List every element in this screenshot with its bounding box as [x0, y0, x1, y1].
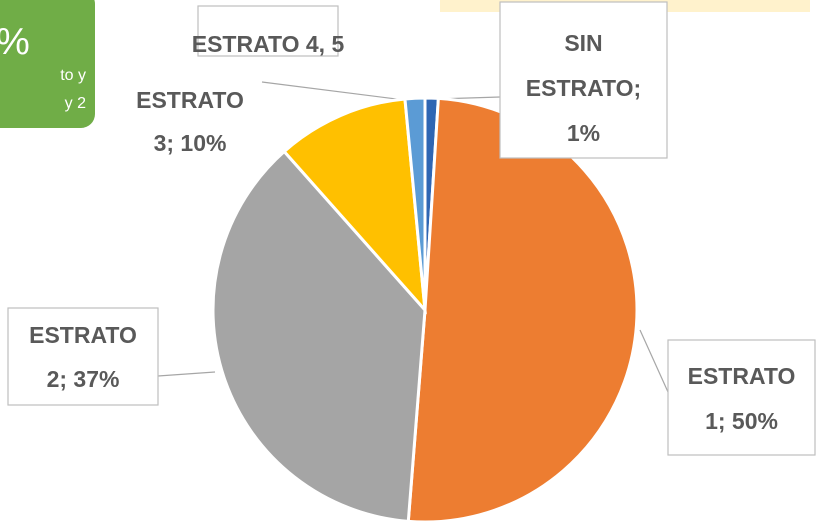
- leader-line: [639, 329, 669, 393]
- data-label: ESTRATO: [688, 363, 796, 389]
- leader-line: [157, 371, 216, 377]
- data-label: 1%: [567, 120, 600, 146]
- data-label: 3; 10%: [154, 130, 227, 156]
- callout-box: [0, 0, 95, 128]
- label-box: [7, 307, 159, 406]
- data-label: 2; 37%: [47, 366, 120, 392]
- callout-text: y 2: [65, 95, 86, 112]
- data-label: ESTRATO: [29, 322, 137, 348]
- data-label: ESTRATO;: [526, 75, 641, 101]
- leader-line: [261, 81, 413, 102]
- data-label: SIN: [564, 30, 602, 56]
- label-box: [499, 1, 668, 159]
- pie-slice: [403, 96, 427, 311]
- data-label: ESTRATO: [136, 87, 244, 113]
- label-box: [667, 339, 816, 456]
- label-box: [197, 5, 339, 57]
- pie-slice: [406, 96, 639, 524]
- pie-slice: [282, 97, 427, 315]
- pie-slice: [211, 149, 427, 523]
- data-label: ESTRATO 4, 5: [192, 31, 345, 57]
- data-label: 1; 50%: [705, 408, 778, 434]
- callout-text: to y: [60, 67, 86, 84]
- callout-percent: %: [0, 21, 30, 63]
